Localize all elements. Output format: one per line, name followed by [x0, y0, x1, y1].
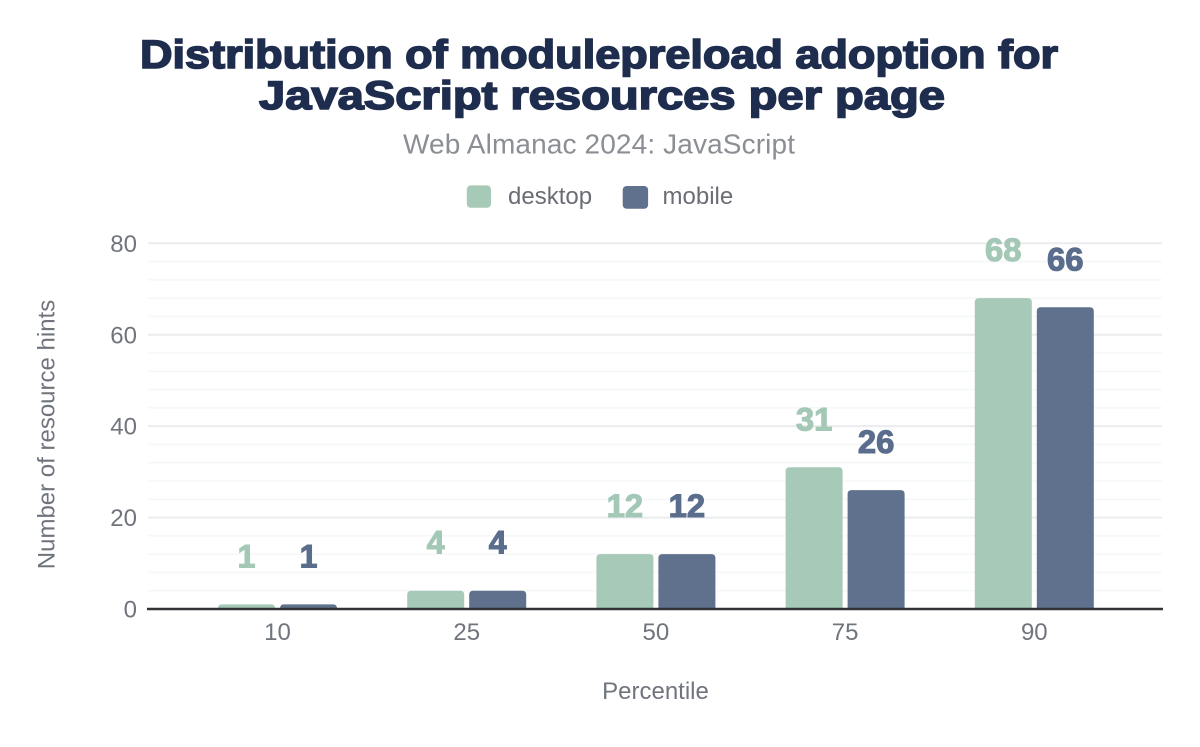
svg-text:mobile: mobile [663, 183, 734, 210]
svg-text:80: 80 [110, 231, 137, 258]
svg-text:Percentile: Percentile [602, 678, 709, 705]
svg-text:26: 26 [858, 424, 895, 460]
svg-text:90: 90 [1021, 619, 1048, 646]
svg-text:Distribution of modulepreload: Distribution of modulepreload adoption f… [140, 33, 1058, 77]
svg-text:1: 1 [300, 538, 318, 574]
svg-text:75: 75 [832, 619, 859, 646]
svg-text:12: 12 [669, 488, 706, 524]
svg-text:4: 4 [427, 525, 445, 561]
svg-text:40: 40 [110, 414, 137, 441]
svg-text:Number of resource hints: Number of resource hints [34, 300, 61, 569]
svg-text:68: 68 [985, 232, 1022, 268]
svg-text:50: 50 [643, 619, 670, 646]
svg-text:4: 4 [489, 525, 507, 561]
svg-text:desktop: desktop [508, 183, 592, 210]
svg-text:JavaScript resources per page: JavaScript resources per page [259, 74, 945, 118]
svg-text:20: 20 [110, 505, 137, 532]
svg-text:12: 12 [607, 488, 644, 524]
svg-text:Web Almanac 2024: JavaScript: Web Almanac 2024: JavaScript [403, 129, 795, 160]
svg-text:1: 1 [238, 538, 256, 574]
svg-text:60: 60 [110, 322, 137, 349]
svg-text:0: 0 [124, 597, 137, 624]
svg-text:66: 66 [1047, 241, 1084, 277]
svg-text:10: 10 [264, 619, 291, 646]
svg-text:31: 31 [796, 401, 833, 437]
svg-text:25: 25 [453, 619, 480, 646]
